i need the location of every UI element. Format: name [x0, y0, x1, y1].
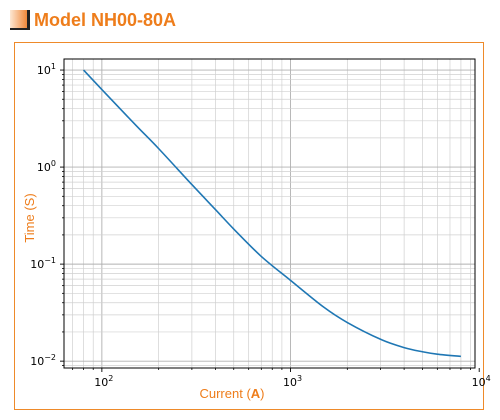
page-title: Model NH00-80A: [34, 9, 177, 30]
plot-area: [63, 58, 476, 369]
chart-frame: [14, 42, 484, 410]
y-tick-label: 10−2: [30, 353, 56, 368]
y-tick-label: 101: [37, 62, 56, 77]
grid: [64, 59, 475, 368]
title-marker-icon: [10, 10, 30, 30]
x-tick-label: 104: [472, 374, 491, 389]
y-tick-label: 10−1: [30, 256, 56, 271]
ticks: 102 103 104 101 100 10−1 10−2: [30, 62, 491, 389]
x-axis-label: Current (A): [199, 386, 264, 401]
header: Model NH00-80A: [10, 6, 176, 34]
series-line: [82, 69, 461, 358]
x-tick-label: 103: [283, 374, 302, 389]
y-axis-label: Time (S): [22, 193, 37, 242]
x-tick-label: 102: [94, 374, 113, 389]
y-tick-label: 100: [37, 159, 56, 174]
